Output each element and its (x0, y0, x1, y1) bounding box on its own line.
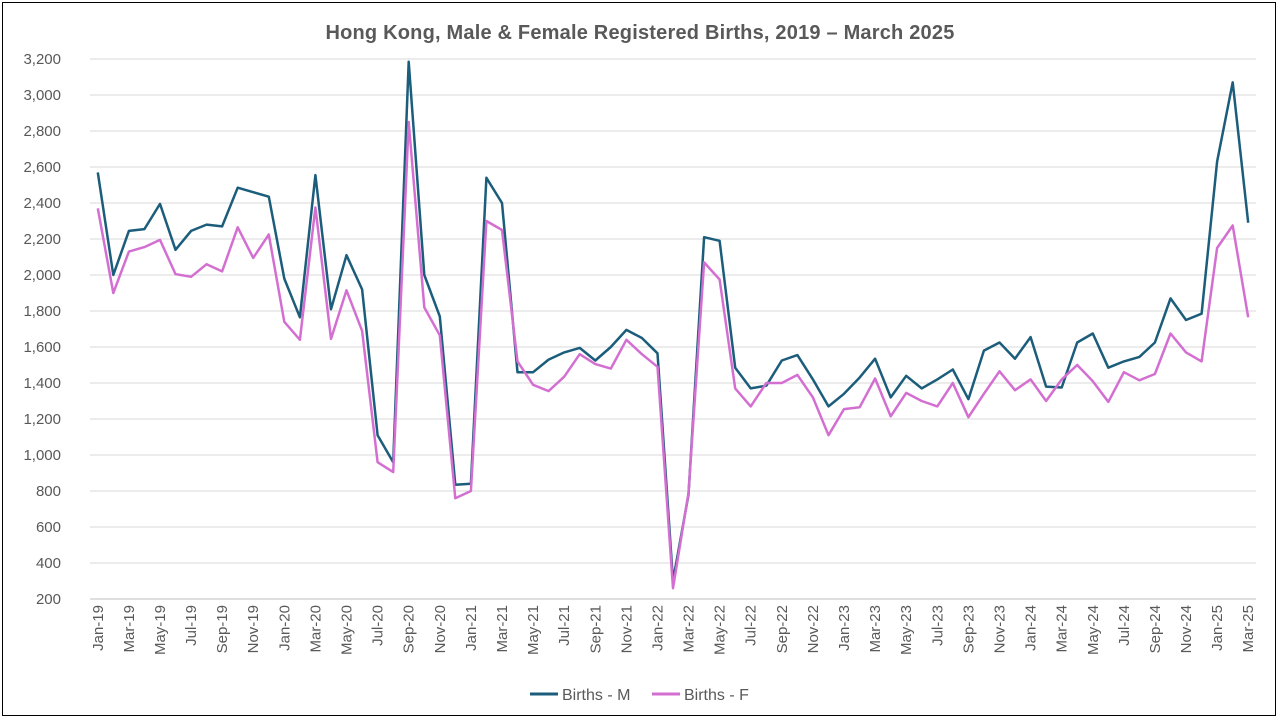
x-tick-label: Nov-24 (1178, 605, 1195, 653)
x-tick-label: Mar-24 (1054, 605, 1071, 653)
x-tick-label: Nov-20 (432, 605, 449, 653)
y-tick-label: 2,800 (23, 123, 61, 140)
x-tick-label: Nov-21 (618, 605, 635, 653)
x-tick-label: Nov-19 (245, 605, 262, 653)
x-tick-label: Jan-22 (649, 605, 666, 651)
y-tick-label: 2,000 (23, 267, 61, 284)
x-tick-label: Jul-21 (556, 605, 573, 646)
x-tick-label: May-21 (525, 605, 542, 655)
x-tick-label: Mar-19 (121, 605, 138, 653)
x-tick-label: Nov-22 (805, 605, 822, 653)
x-tick-label: Sep-22 (774, 605, 791, 653)
y-tick-label: 1,200 (23, 411, 61, 428)
x-tick-label: Jan-20 (276, 605, 293, 651)
y-axis: 200 400 600 800 1,000 1,200 1,400 1,600 1,800 2,0… (23, 51, 61, 608)
x-tick-label: Sep-24 (1147, 605, 1164, 653)
y-tick-label: 1,800 (23, 303, 61, 320)
x-tick-label: Jan-23 (836, 605, 853, 651)
y-tick-label: 600 (36, 519, 61, 536)
x-tick-label: Mar-21 (494, 605, 511, 653)
legend: Births - M Births - F (530, 687, 749, 704)
y-tick-label: 1,000 (23, 447, 61, 464)
series-lines (96, 60, 1250, 590)
series-line-births-f (96, 120, 1250, 590)
y-tick-label: 1,400 (23, 375, 61, 392)
x-tick-label: Jul-23 (929, 605, 946, 646)
x-tick-label: May-23 (898, 605, 915, 655)
x-tick-label: Sep-19 (214, 605, 231, 653)
x-tick-label: Mar-22 (681, 605, 698, 653)
x-tick-label: Jan-24 (1023, 605, 1040, 651)
legend-label: Births - M (562, 687, 630, 704)
y-tick-label: 2,400 (23, 195, 61, 212)
x-tick-label: May-22 (712, 605, 729, 655)
x-tick-label: Jan-25 (1209, 605, 1226, 651)
x-tick-label: Jul-19 (183, 605, 200, 646)
x-tick-label: May-24 (1085, 605, 1102, 655)
x-tick-label: Jan-19 (90, 605, 107, 651)
x-tick-label: May-19 (152, 605, 169, 655)
x-tick-label: Jul-22 (743, 605, 760, 646)
y-tick-label: 2,200 (23, 231, 61, 248)
y-tick-label: 400 (36, 555, 61, 572)
x-tick-label: Jan-21 (463, 605, 480, 651)
chart-title: Hong Kong, Male & Female Registered Birt… (325, 22, 955, 44)
y-tick-label: 800 (36, 483, 61, 500)
x-tick-label: May-20 (339, 605, 356, 655)
x-tick-label: Mar-23 (867, 605, 884, 653)
legend-label: Births - F (684, 687, 749, 704)
x-tick-label: Mar-20 (307, 605, 324, 653)
x-tick-label: Sep-20 (401, 605, 418, 653)
y-tick-label: 3,000 (23, 87, 61, 104)
y-tick-label: 2,600 (23, 159, 61, 176)
y-tick-label: 1,600 (23, 339, 61, 356)
x-axis: Jan-19 Mar-19 May-19 Jul-19 Sep-19 Nov-19 Jan-… (90, 598, 1257, 655)
gridlines (90, 58, 1256, 600)
x-tick-label: Sep-23 (960, 605, 977, 653)
x-tick-label: Mar-25 (1240, 605, 1257, 653)
x-tick-label: Sep-21 (587, 605, 604, 653)
y-tick-label: 3,200 (23, 51, 61, 68)
x-tick-label: Nov-23 (991, 605, 1008, 653)
y-tick-label: 200 (36, 591, 61, 608)
x-tick-label: Jul-24 (1116, 605, 1133, 646)
series-line-births-m (96, 60, 1250, 583)
x-tick-label: Jul-20 (370, 605, 387, 646)
